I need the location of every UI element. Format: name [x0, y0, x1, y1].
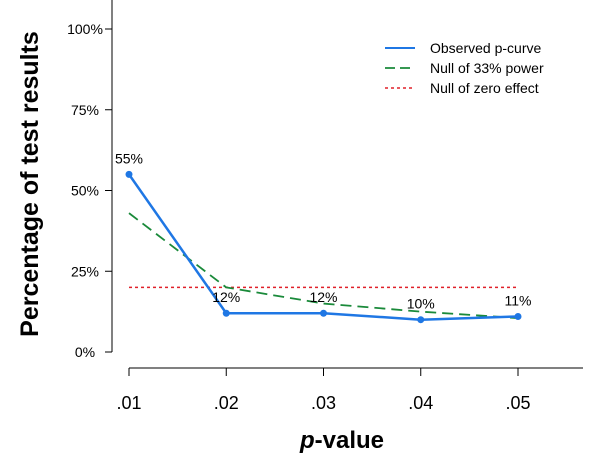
- x-axis-title: p-value: [299, 427, 384, 454]
- data-point: [222, 309, 230, 317]
- data-label: 11%: [505, 292, 532, 308]
- x-axis: .01 .02 .03 .04 .05: [116, 367, 583, 413]
- x-tick-label: .05: [505, 393, 530, 413]
- x-tick-label: .04: [408, 393, 433, 413]
- y-tick-label: 100%: [67, 21, 103, 37]
- x-tick-label: .03: [311, 393, 336, 413]
- legend-label: Null of zero effect: [430, 80, 539, 96]
- y-tick-label: 75%: [71, 102, 99, 118]
- data-point: [514, 312, 522, 320]
- x-tick-label: .02: [214, 393, 239, 413]
- x-axis-title-rest: -value: [315, 427, 384, 454]
- series-layer: [125, 170, 522, 324]
- data-label: 10%: [407, 296, 435, 312]
- x-tick-label: .01: [116, 393, 141, 413]
- data-label: 55%: [115, 150, 143, 166]
- y-axis: 0% 25% 50% 75% 100%: [67, 0, 113, 360]
- data-labels: 55% 12% 12% 10% 11%: [115, 150, 532, 311]
- y-tick-label: 25%: [71, 263, 99, 279]
- y-axis-title: Percentage of test results: [16, 31, 44, 337]
- data-point: [125, 170, 133, 178]
- legend: Observed p-curve Null of 33% power Null of…: [385, 40, 544, 96]
- y-tick-label: 0%: [75, 344, 95, 360]
- data-point: [417, 316, 425, 324]
- legend-label: Null of 33% power: [430, 60, 544, 76]
- data-point: [320, 309, 327, 317]
- legend-label: Observed p-curve: [430, 40, 541, 56]
- data-label: 12%: [212, 289, 240, 305]
- y-tick-label: 50%: [71, 183, 99, 199]
- data-label: 12%: [309, 289, 337, 305]
- x-axis-title-italic: p: [299, 427, 315, 454]
